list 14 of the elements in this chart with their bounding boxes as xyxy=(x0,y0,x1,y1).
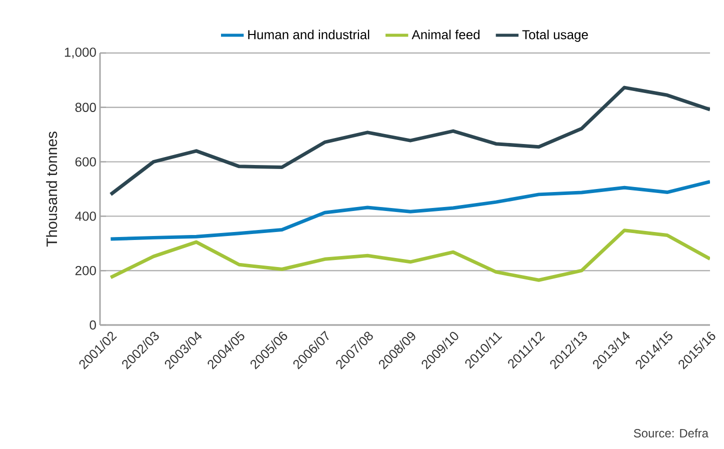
y-tick-label: 1,000 xyxy=(64,48,96,58)
legend-label: Animal feed xyxy=(412,30,480,40)
y-tick-label: 200 xyxy=(75,266,96,276)
y-tick-label: 800 xyxy=(75,102,96,112)
y-tick-label: 400 xyxy=(75,212,96,221)
legend-label: Human and industrial xyxy=(248,30,370,40)
y-tick-label: 600 xyxy=(75,157,96,166)
y-tick-label: 0 xyxy=(90,320,96,330)
line-series xyxy=(108,86,710,196)
source-note: Source: Defra xyxy=(634,428,708,438)
y-axis-title: Thousand tonnes xyxy=(46,132,58,247)
line-series xyxy=(108,228,710,282)
legend-label: Total usage xyxy=(522,30,588,42)
line-series xyxy=(108,180,710,241)
